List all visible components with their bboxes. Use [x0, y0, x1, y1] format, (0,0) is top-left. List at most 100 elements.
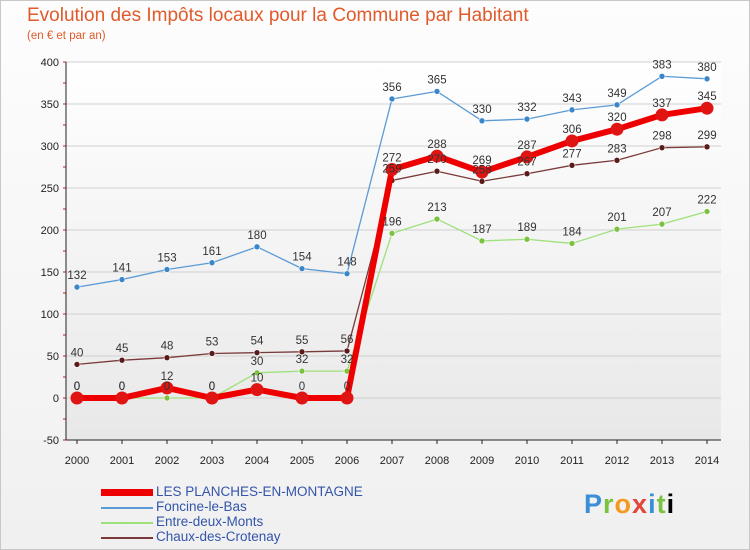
data-point [253, 369, 261, 377]
data-label: 345 [697, 91, 716, 103]
chart-grid [66, 61, 721, 441]
legend-item-foncine[interactable]: Foncine-le-Bas [101, 499, 461, 516]
data-label: 283 [607, 143, 626, 155]
proxiti-logo: Proxiti [584, 489, 676, 519]
chart-legend: LES PLANCHES-EN-MONTAGNE Foncine-le-Bas … [101, 484, 461, 546]
data-point [475, 165, 489, 179]
data-label: 148 [337, 257, 356, 269]
data-label: 258 [472, 164, 491, 176]
data-label: 213 [427, 202, 446, 214]
data-point [163, 354, 171, 361]
data-point [208, 259, 216, 267]
data-point [343, 347, 351, 355]
data-label: 383 [652, 59, 671, 71]
data-point [658, 144, 666, 151]
data-label: 0 [119, 381, 125, 393]
data-label: 287 [517, 140, 536, 152]
data-point [160, 381, 174, 395]
data-label: 0 [209, 381, 215, 393]
data-label: 141 [112, 263, 131, 275]
data-label: 132 [67, 270, 86, 282]
data-point [115, 391, 129, 405]
data-label: 0 [74, 381, 80, 393]
data-label: 201 [607, 212, 626, 224]
data-point [478, 237, 486, 245]
x-tick-label: 2012 [605, 455, 629, 467]
data-point [433, 215, 441, 223]
data-label: 259 [382, 163, 401, 175]
data-point [253, 243, 261, 251]
x-tick-label: 2006 [335, 455, 359, 467]
data-point [703, 75, 711, 83]
data-point [523, 115, 531, 123]
data-point [658, 220, 666, 228]
legend-label: Chaux-des-Crotenay [156, 529, 281, 544]
y-tick-label: 100 [41, 309, 59, 321]
data-point [655, 108, 669, 122]
data-label: 277 [562, 148, 581, 160]
data-label: 332 [517, 102, 536, 114]
data-point [478, 177, 486, 185]
data-point [433, 167, 441, 175]
legend-item-planches[interactable]: LES PLANCHES-EN-MONTAGNE [101, 484, 461, 501]
data-point [340, 391, 354, 405]
data-label: 196 [382, 216, 401, 228]
legend-item-chaux[interactable]: Chaux-des-Crotenay [101, 529, 461, 546]
y-tick-label: -50 [43, 435, 59, 447]
data-point [73, 283, 81, 291]
data-point [163, 266, 171, 273]
x-tick-label: 2004 [245, 455, 269, 467]
legend-item-entre-deux-monts[interactable]: Entre-deux-Monts [101, 514, 461, 531]
data-label: 32 [341, 354, 354, 366]
data-point [430, 149, 444, 163]
data-label: 0 [209, 381, 215, 393]
data-label: 0 [164, 381, 170, 393]
y-tick-label: 0 [53, 393, 59, 405]
x-tick-label: 2013 [650, 455, 674, 467]
data-point [703, 143, 711, 151]
chart-series [70, 72, 714, 405]
series-les-planches-en-montagne [70, 101, 714, 405]
data-point [613, 225, 621, 233]
legend-swatch [101, 537, 153, 539]
data-label: 54 [251, 336, 264, 348]
legend-swatch [101, 522, 153, 524]
data-label: 222 [697, 195, 716, 207]
data-point [298, 348, 306, 356]
data-label: 10 [251, 373, 264, 385]
data-label: 356 [382, 82, 401, 94]
data-label: 272 [382, 153, 401, 165]
data-label: 320 [607, 112, 626, 124]
legend-label: Foncine-le-Bas [156, 499, 247, 514]
data-label: 330 [472, 104, 491, 116]
data-label: 0 [299, 381, 305, 393]
data-label: 306 [562, 124, 581, 136]
x-tick-label: 2003 [200, 455, 224, 467]
data-label: 154 [292, 252, 312, 264]
data-label: 189 [517, 222, 536, 234]
data-point [73, 361, 81, 368]
x-tick-label: 2000 [65, 455, 89, 467]
data-label: 56 [341, 334, 354, 346]
y-tick-label: 400 [41, 57, 59, 69]
y-tick-label: 300 [41, 141, 59, 153]
x-tick-label: 2008 [425, 455, 449, 467]
data-label: 269 [472, 155, 491, 167]
data-point [295, 391, 309, 405]
data-label: 0 [344, 381, 350, 393]
data-label: 161 [202, 246, 221, 258]
data-point [568, 106, 576, 114]
data-point [613, 156, 621, 164]
chart-title: Evolution des Impôts locaux pour la Comm… [27, 5, 529, 26]
data-point [703, 208, 711, 215]
y-tick-label: 150 [41, 267, 59, 279]
data-point [613, 101, 621, 109]
data-label: 337 [652, 98, 671, 110]
data-point [568, 162, 576, 169]
data-label: 48 [161, 341, 174, 353]
data-point [385, 163, 399, 177]
x-tick-label: 2005 [290, 455, 314, 467]
data-label: 299 [697, 130, 716, 142]
